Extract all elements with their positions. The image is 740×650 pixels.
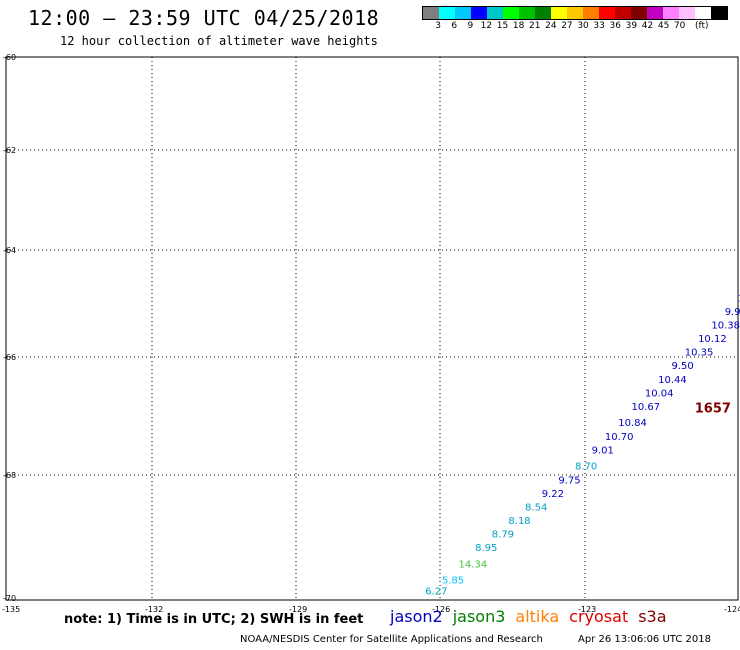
color-scale-tick: 21 [529, 21, 541, 31]
color-scale-tick: 15 [496, 21, 509, 31]
satellite-legend: jason2 jason3 altika cryosat s3a [390, 607, 677, 626]
wave-height-label: 9.50 [671, 361, 693, 372]
color-scale-tick: 30 [577, 21, 589, 31]
wave-height-label: 6.27 [425, 587, 447, 598]
color-scale-tick: 33 [593, 21, 605, 31]
color-swatch [487, 7, 503, 19]
wave-height-label: 10.76 [738, 293, 740, 304]
color-swatch [519, 7, 535, 19]
color-swatch [455, 7, 471, 19]
color-scale-tick: 39 [625, 21, 638, 31]
color-swatch [503, 7, 519, 19]
chart-title: 12:00 – 23:59 UTC 04/25/2018 [28, 6, 380, 30]
x-tick-label: -135 [2, 605, 20, 614]
y-tick-label: -66 [3, 353, 16, 362]
legend-item-jason3: jason3 [452, 607, 506, 626]
wave-height-label: 9.01 [592, 445, 614, 456]
y-tick-label: -70 [3, 594, 16, 603]
color-swatch [535, 7, 551, 19]
wave-height-label: 10.04 [645, 388, 674, 399]
x-tick-label: -129 [289, 605, 307, 614]
wave-height-label: 8.79 [492, 530, 514, 541]
wave-height-label: 8.95 [475, 543, 497, 554]
color-scale-tick: 6 [451, 21, 458, 31]
pass-id-label: 1657 [695, 402, 731, 417]
wave-height-label: 8.70 [575, 462, 597, 473]
legend-item-s3a: s3a [638, 607, 667, 626]
color-scale-tick: 18 [512, 21, 525, 31]
plot-frame [5, 56, 739, 601]
color-scale-tick: (ft) [695, 21, 709, 31]
color-scale-tick: 70 [673, 21, 686, 31]
color-swatch [679, 7, 695, 19]
wave-height-label: 10.67 [632, 402, 661, 413]
color-swatch [695, 7, 711, 19]
wave-height-label: 10.38 [711, 321, 740, 332]
wave-height-label: 9.22 [542, 489, 564, 500]
color-swatch [567, 7, 583, 19]
wave-height-label: 10.84 [618, 418, 647, 429]
wave-height-label: 10.70 [605, 432, 634, 443]
wave-height-label: 10.35 [685, 348, 714, 359]
wave-height-label: 8.54 [525, 502, 547, 513]
color-scale-labels: 3 6 9 12 15 18 21 24 27 30 33 36 39 42 45 70 (ft) [422, 21, 740, 33]
x-tick-label: -126 [432, 605, 450, 614]
color-scale-bar [422, 6, 728, 20]
y-tick-label: -62 [3, 146, 16, 155]
x-tick-label: -132 [145, 605, 163, 614]
color-swatch [711, 7, 727, 19]
x-tick-label: -124 [724, 605, 740, 614]
credit-text: NOAA/NESDIS Center for Satellite Applica… [240, 634, 543, 645]
wave-height-label: 8.18 [508, 516, 530, 527]
color-swatch [439, 7, 455, 19]
wave-height-label: 14.34 [459, 559, 488, 570]
x-tick-label: -123 [578, 605, 596, 614]
y-tick-label: -68 [3, 471, 16, 480]
color-scale-tick: 27 [561, 21, 573, 31]
color-swatch [615, 7, 631, 19]
wave-height-label: 9.75 [558, 475, 580, 486]
y-tick-label: -64 [3, 246, 16, 255]
color-scale-tick: 24 [545, 21, 557, 31]
color-swatch [583, 7, 599, 19]
chart-subtitle: 12 hour collection of altimeter wave hei… [60, 34, 378, 48]
color-scale-tick: 9 [467, 21, 474, 31]
color-scale-tick: 36 [609, 21, 621, 31]
note-text: note: 1) Time is in UTC; 2) SWH is in fe… [64, 612, 364, 627]
y-tick-label: -60 [3, 53, 16, 62]
color-swatch [471, 7, 487, 19]
legend-item-jason2: jason2 [390, 607, 443, 626]
color-swatch [631, 7, 647, 19]
color-swatch [551, 7, 567, 19]
legend-item-cryosat: cryosat [569, 607, 629, 626]
wave-height-label: 9.96 [725, 307, 740, 318]
color-scale-tick: 12 [480, 21, 493, 31]
wave-height-label: 10.12 [698, 334, 727, 345]
color-scale-tick: 45 [657, 21, 670, 31]
color-swatch [663, 7, 679, 19]
color-swatch [423, 7, 439, 19]
generated-timestamp: Apr 26 13:06:06 UTC 2018 [578, 634, 711, 645]
wave-height-label: 10.44 [658, 375, 687, 386]
wave-height-label: 5.85 [442, 576, 464, 587]
color-swatch [599, 7, 615, 19]
legend-item-altika: altika [515, 607, 560, 626]
color-scale-tick: 3 [435, 21, 441, 31]
color-swatch [647, 7, 663, 19]
color-scale-tick: 42 [641, 21, 654, 31]
